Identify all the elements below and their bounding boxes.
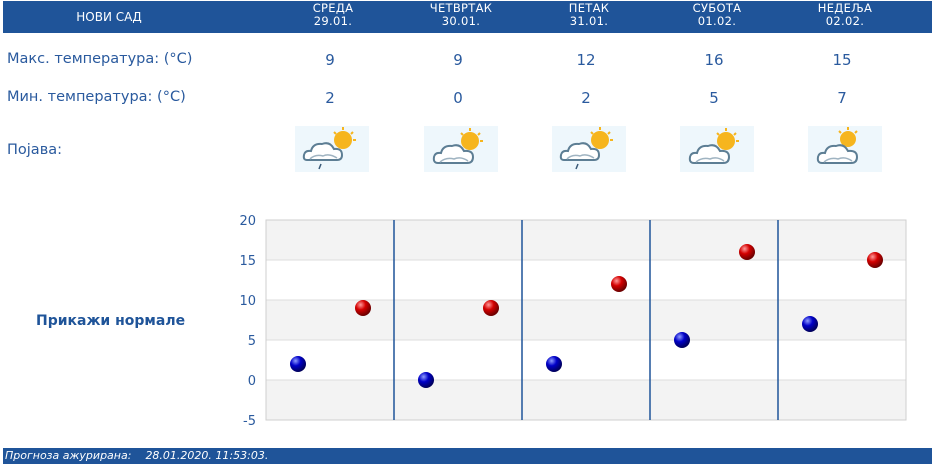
min-temp-label: Мин. температура: (°C) bbox=[7, 89, 186, 105]
day-name: СРЕДА bbox=[312, 1, 354, 15]
rain-cloud-sun-icon bbox=[295, 126, 369, 172]
update-timestamp: 28.01.2020. 11:53:03. bbox=[145, 449, 269, 462]
y-tick-label: 20 bbox=[239, 214, 256, 229]
y-tick-label: 5 bbox=[248, 334, 256, 349]
max-temp-value: 9 bbox=[453, 51, 463, 69]
min-temp-value: 5 bbox=[709, 89, 719, 107]
day-name: ПЕТАК bbox=[568, 1, 610, 15]
y-tick-label: -5 bbox=[243, 414, 256, 429]
min-temp-value: 2 bbox=[581, 89, 591, 107]
max-temp-value: 9 bbox=[325, 51, 335, 69]
day-name: СУБОТА bbox=[692, 1, 742, 15]
update-label: Прогноза ажурирана: bbox=[5, 449, 132, 462]
day-date: 30.01. bbox=[441, 14, 481, 28]
min-temp-value: 2 bbox=[325, 89, 335, 107]
cloud-sun-icon bbox=[424, 126, 498, 172]
y-tick-label: 10 bbox=[239, 294, 256, 309]
phenomenon-label: Појава: bbox=[7, 142, 63, 158]
max-temp-point bbox=[355, 300, 371, 316]
day-header-2: ЧЕТВРТАК 30.01. bbox=[397, 2, 525, 28]
day-header-4: СУБОТА 01.02. bbox=[653, 2, 781, 28]
chart-band bbox=[266, 380, 906, 420]
y-tick-label: 0 bbox=[248, 374, 256, 389]
rain-cloud-sun-icon bbox=[552, 126, 626, 172]
show-normals-link[interactable]: Прикажи нормале bbox=[36, 313, 186, 329]
forecast-header: НОВИ САД СРЕДА 29.01. ЧЕТВРТАК 30.01. ПЕ… bbox=[3, 1, 932, 33]
min-temp-value: 0 bbox=[453, 89, 463, 107]
max-temp-point bbox=[483, 300, 499, 316]
max-temp-value: 16 bbox=[704, 51, 724, 69]
min-temp-point bbox=[802, 316, 818, 332]
max-temp-point bbox=[611, 276, 627, 292]
cloud-sun-icon bbox=[808, 126, 882, 172]
max-temp-value: 12 bbox=[576, 51, 596, 69]
day-date: 02.02. bbox=[825, 14, 865, 28]
day-header-5: НЕДЕЉА 02.02. bbox=[781, 2, 909, 28]
city-name: НОВИ САД bbox=[76, 10, 142, 24]
day-name: НЕДЕЉА bbox=[817, 1, 873, 15]
min-temp-point bbox=[418, 372, 434, 388]
day-header-1: СРЕДА 29.01. bbox=[269, 2, 397, 28]
plot-frame bbox=[265, 219, 907, 421]
temperature-chart: -5 0 5 10 15 20 bbox=[239, 214, 907, 429]
min-temp-point bbox=[546, 356, 562, 372]
day-date: 31.01. bbox=[569, 14, 609, 28]
day-name: ЧЕТВРТАК bbox=[429, 1, 493, 15]
chart-band bbox=[266, 220, 906, 260]
cloud-sun-icon bbox=[680, 126, 754, 172]
max-temp-point bbox=[739, 244, 755, 260]
day-date: 01.02. bbox=[697, 14, 737, 28]
min-temp-value: 7 bbox=[837, 89, 847, 107]
update-footer: Прогноза ажурирана: 28.01.2020. 11:53:03… bbox=[3, 448, 932, 464]
max-temp-label: Макс. температура: (°C) bbox=[7, 51, 193, 67]
day-header-3: ПЕТАК 31.01. bbox=[525, 2, 653, 28]
max-temp-point bbox=[867, 252, 883, 268]
y-tick-label: 15 bbox=[239, 254, 256, 269]
day-date: 29.01. bbox=[313, 14, 353, 28]
min-temp-point bbox=[674, 332, 690, 348]
min-temp-point bbox=[290, 356, 306, 372]
max-temp-value: 15 bbox=[832, 51, 852, 69]
chart-band bbox=[266, 300, 906, 340]
